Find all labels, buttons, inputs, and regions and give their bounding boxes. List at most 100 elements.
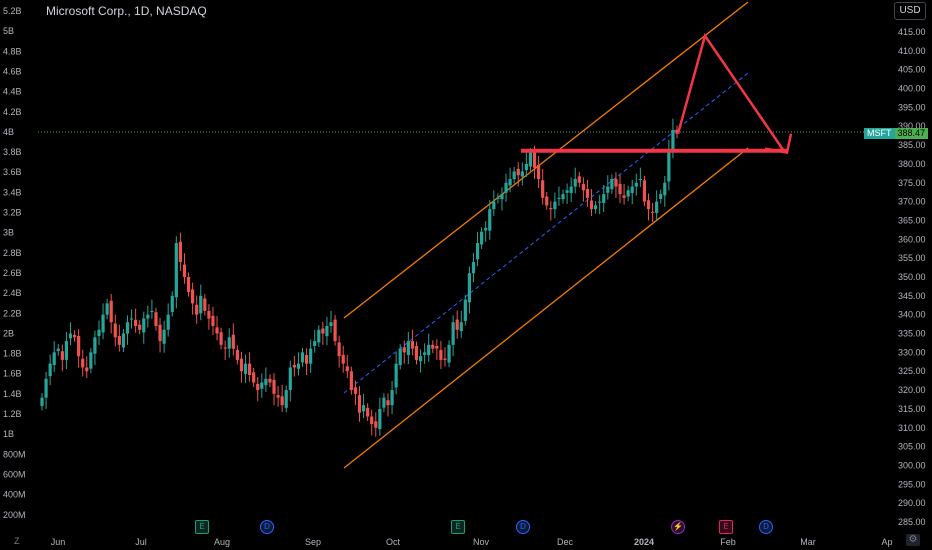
dividend-marker[interactable]: D <box>260 520 274 534</box>
candle-body <box>134 319 138 326</box>
candle-body <box>337 342 341 357</box>
gear-icon[interactable]: ⚙ <box>906 534 920 546</box>
candle-body <box>589 200 594 210</box>
candle-body <box>467 273 472 303</box>
candle-body <box>195 304 199 315</box>
candle-body <box>406 341 410 356</box>
volume-tick-label: 1.2B <box>3 409 22 419</box>
volume-tick-label: 4.2B <box>3 107 22 117</box>
candle-body <box>508 179 512 186</box>
channel-lower-line <box>343 147 749 469</box>
candle-body <box>264 378 268 386</box>
candle-body <box>418 356 423 362</box>
candle-body <box>199 295 203 314</box>
candle-body <box>516 168 520 176</box>
candle-body <box>97 329 101 336</box>
candle-body <box>630 186 634 193</box>
candle-body <box>622 195 626 198</box>
candle-body <box>455 319 459 330</box>
candle-body <box>81 358 85 368</box>
candle-body <box>333 319 337 342</box>
volume-tick-label: 2.4B <box>3 288 22 298</box>
candle-body <box>663 182 667 196</box>
candle-body <box>431 344 435 349</box>
candle-body <box>402 347 406 353</box>
candle-body <box>77 335 81 357</box>
candle-body <box>475 243 480 260</box>
price-tick-label: 415.00 <box>898 27 926 37</box>
earnings-marker[interactable]: E <box>195 520 209 534</box>
volume-tick-label: 1.4B <box>3 389 22 399</box>
candle-body <box>186 277 191 293</box>
candle-body <box>260 382 264 389</box>
candle-body <box>252 372 256 383</box>
time-tick-label: Oct <box>386 537 401 547</box>
volume-tick-label: 2.2B <box>3 308 22 318</box>
candle-body <box>231 334 235 349</box>
candle-body <box>166 314 170 330</box>
volume-tick-label: 1.8B <box>3 349 22 359</box>
candle-body <box>374 421 378 428</box>
dividend-marker[interactable]: D <box>759 520 773 534</box>
timezone-button[interactable]: Z <box>14 536 20 546</box>
candle-body <box>105 303 109 315</box>
price-tick-label: 305.00 <box>898 442 926 452</box>
candle-body <box>528 152 533 167</box>
candle-body <box>174 243 178 298</box>
candle-body <box>89 352 93 369</box>
earnings-marker[interactable]: E <box>719 520 733 534</box>
volume-tick-label: 3.2B <box>3 208 22 218</box>
candle-body <box>439 349 443 360</box>
price-tick-label: 335.00 <box>898 329 926 339</box>
price-tick-label: 375.00 <box>898 178 926 188</box>
earnings-marker[interactable]: E <box>451 520 465 534</box>
candle-body <box>443 358 447 360</box>
candle-body <box>313 341 317 346</box>
candle-body <box>178 241 182 262</box>
candle-body <box>154 312 158 326</box>
candle-body <box>512 171 516 179</box>
candle-body <box>129 318 134 320</box>
candle-body <box>394 363 398 388</box>
price-tick-label: 365.00 <box>898 215 926 225</box>
time-tick-label: Mar <box>800 537 816 547</box>
candle-body <box>341 354 345 364</box>
price-tick-label: 285.00 <box>898 517 926 527</box>
currency-button[interactable]: USD <box>894 2 926 20</box>
volume-tick-label: 400M <box>3 490 26 500</box>
volume-tick-label: 200M <box>3 510 26 520</box>
candle-body <box>642 180 647 202</box>
candle-body <box>207 310 211 319</box>
volume-tick-label: 4.8B <box>3 46 22 56</box>
price-tick-label: 355.00 <box>898 253 926 263</box>
candle-body <box>215 327 219 334</box>
candle-body <box>537 165 541 179</box>
split-marker[interactable]: ⚡ <box>671 520 685 534</box>
dividend-marker[interactable]: D <box>516 520 530 534</box>
candle-body <box>549 208 553 210</box>
price-tick-label: 290.00 <box>898 498 926 508</box>
price-tick-label: 300.00 <box>898 460 926 470</box>
candle-body <box>382 397 386 408</box>
candle-body <box>520 171 524 177</box>
candle-body <box>427 344 431 356</box>
candle-body <box>125 322 130 334</box>
candle-body <box>162 329 166 344</box>
candle-body <box>191 289 195 304</box>
candle-body <box>93 337 97 354</box>
candle-body <box>410 341 415 349</box>
candle-body <box>121 333 126 348</box>
time-tick-label: Aug <box>214 537 230 547</box>
candle-body <box>606 186 610 193</box>
candle-body <box>203 298 207 311</box>
candle-body <box>638 179 642 181</box>
channel-upper-line <box>343 1 749 319</box>
candle-body <box>573 179 577 187</box>
candle-body <box>524 163 528 171</box>
candle-body <box>113 323 117 338</box>
candle-body <box>243 363 248 374</box>
candle-body <box>276 395 280 398</box>
candle-body <box>545 196 549 206</box>
candle-body <box>655 201 659 213</box>
